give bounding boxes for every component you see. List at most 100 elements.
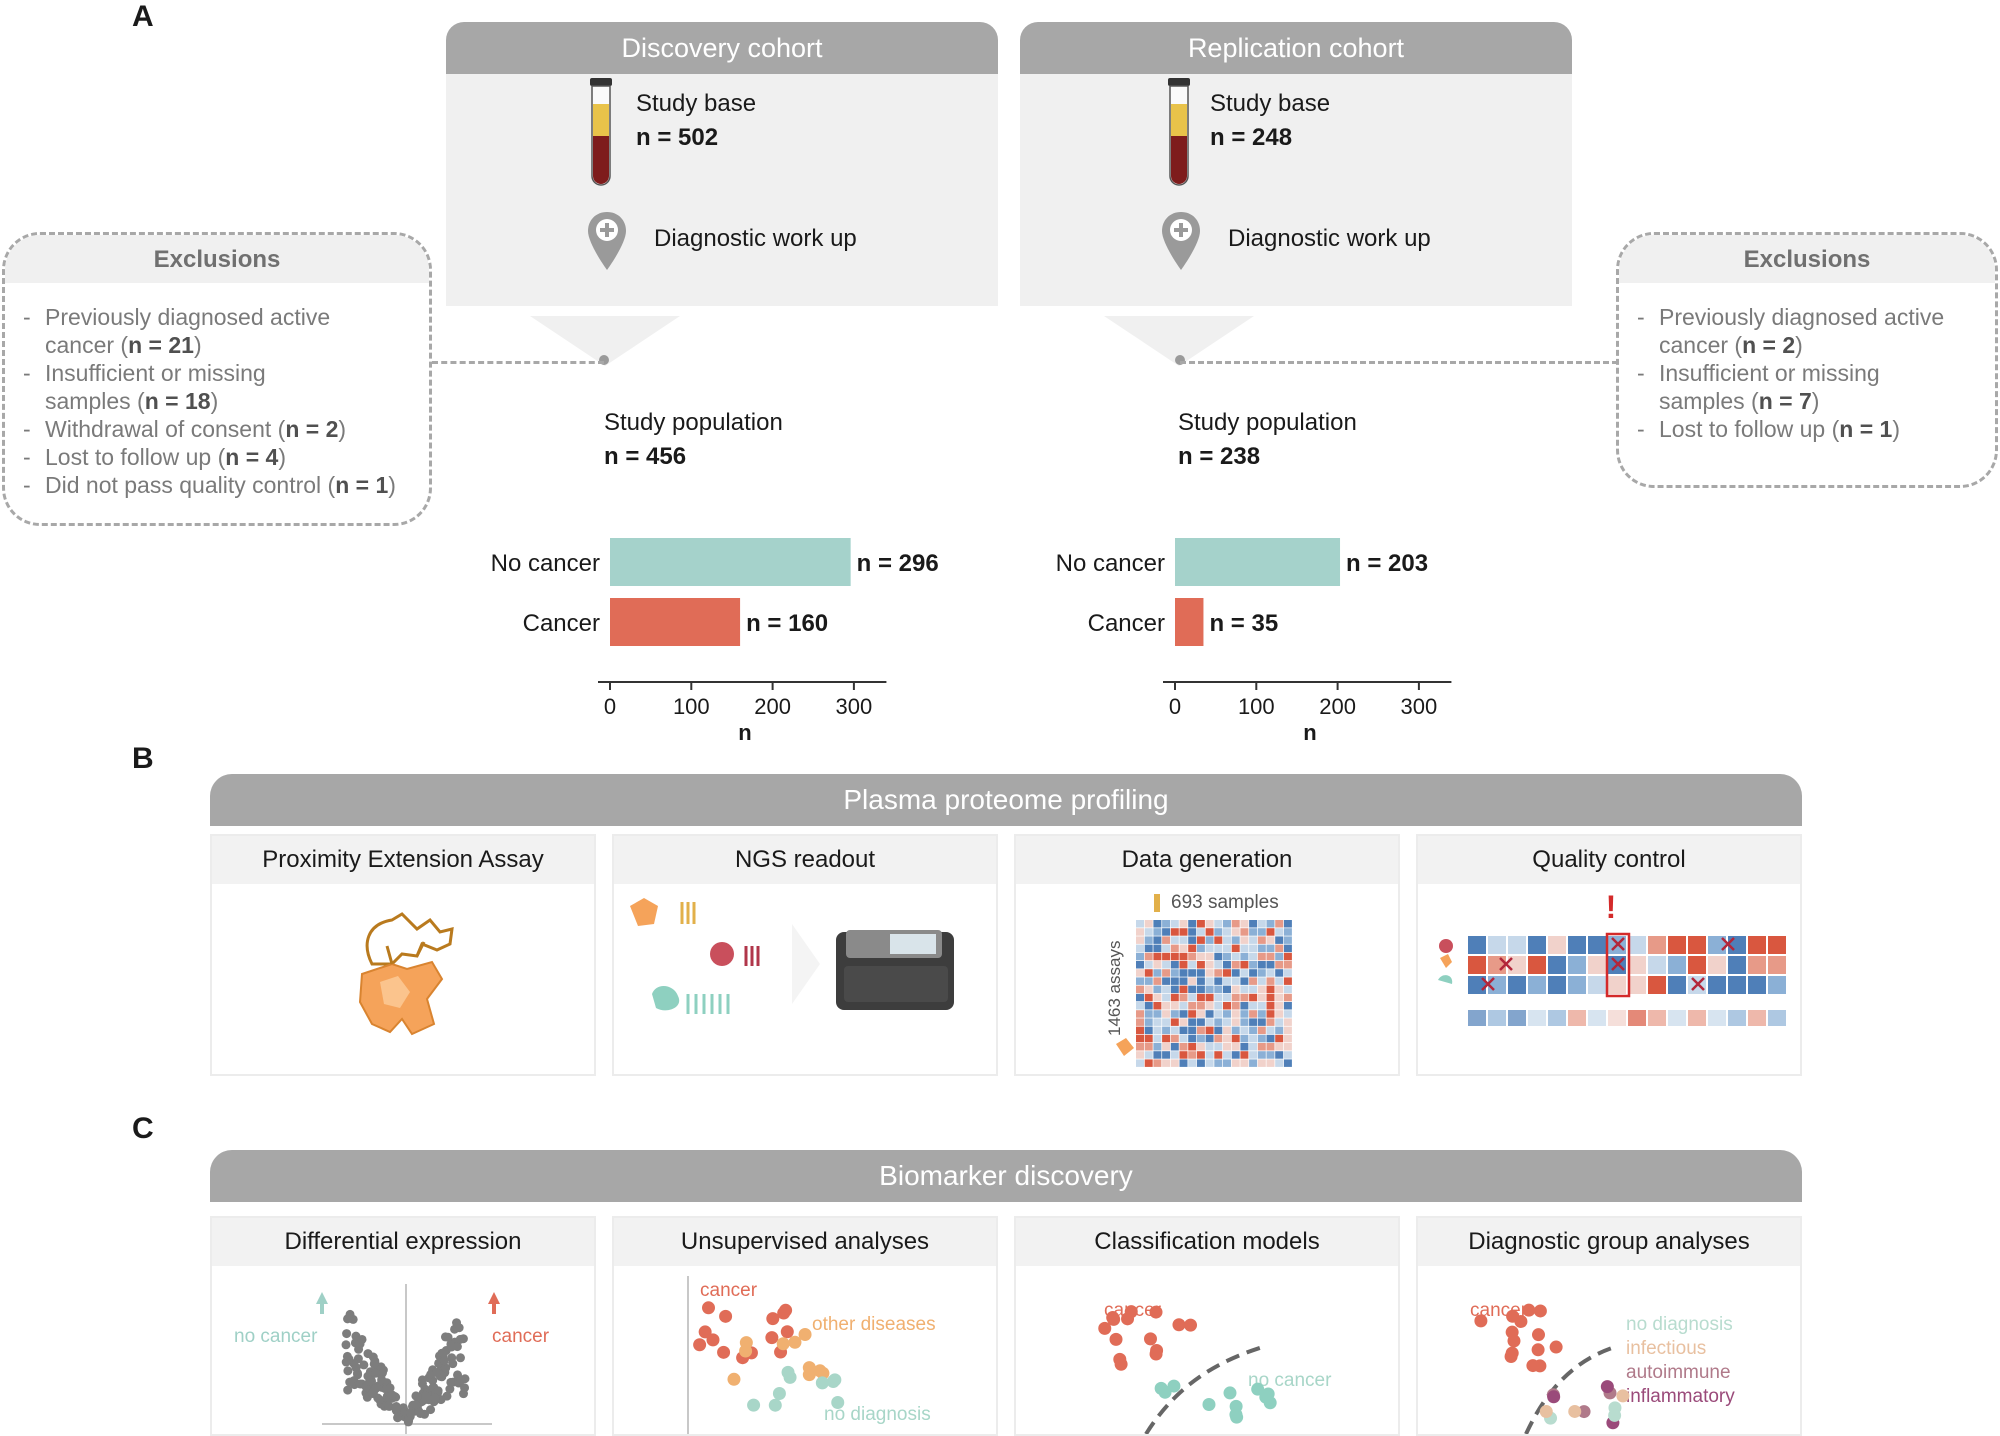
- heatmap-cell: [1266, 1026, 1275, 1035]
- heatmap-cell: [1240, 1034, 1249, 1043]
- card-unsupervised-analyses: Unsupervised analyses cancer other disea…: [612, 1216, 998, 1436]
- heatmap-cell: [1205, 961, 1214, 969]
- heatmap-cell: [1223, 1059, 1231, 1067]
- heatmap-cell: [1275, 977, 1284, 985]
- scatter-point: [433, 1386, 443, 1396]
- card-data-generation: Data generation 693 samples 1463 assays: [1014, 834, 1400, 1076]
- heatmap-cell: [1231, 1026, 1240, 1035]
- heatmap-cell: [1144, 1002, 1153, 1010]
- heatmap-cell: [1196, 936, 1205, 944]
- warning-icon: !: [1606, 889, 1617, 925]
- heatmap-cell: [1162, 969, 1171, 977]
- heatmap-cell: [1257, 1002, 1266, 1010]
- heatmap-cell: [1162, 936, 1171, 944]
- heatmap-cell: [1257, 920, 1266, 928]
- heatmap-cell: [1153, 977, 1162, 985]
- heatmap-cell: [1188, 1034, 1197, 1043]
- heatmap-cell: [1231, 985, 1240, 994]
- heatmap-cell: [1196, 1051, 1205, 1059]
- heatmap-cell: [1266, 985, 1275, 994]
- heatmap-cell: [1249, 1010, 1258, 1018]
- heatmap-cell: [1214, 1051, 1223, 1059]
- qc-cell: [1468, 1010, 1486, 1026]
- scatter-point: [1608, 1408, 1622, 1422]
- exclusion-item: cancer (n = 21): [45, 332, 202, 358]
- heatmap-cell: [1144, 944, 1153, 953]
- heatmap-cell: [1153, 1034, 1162, 1043]
- scatter-point: [779, 1303, 793, 1317]
- scatter-point: [1223, 1386, 1237, 1400]
- heatmap-cell: [1223, 1018, 1231, 1026]
- scatter-point: [717, 1345, 731, 1359]
- scatter-point: [813, 1364, 827, 1378]
- scatter-point: [802, 1368, 816, 1382]
- card-quality-control: Quality control !: [1416, 834, 1802, 1076]
- scatter-point: [391, 1403, 401, 1413]
- heatmap-cell: [1144, 1010, 1153, 1018]
- heatmap-cell: [1179, 944, 1188, 953]
- qc-cell: [1688, 956, 1706, 974]
- heatmap-cell: [1170, 920, 1179, 928]
- heatmap-cell: [1196, 1010, 1205, 1018]
- data-heatmap: 693 samples 1463 assays: [1105, 892, 1292, 1067]
- biomarker-discovery-header: Biomarker discovery: [210, 1150, 1802, 1202]
- heatmap-cell: [1144, 952, 1153, 961]
- heatmap-cell: [1266, 993, 1275, 1002]
- antibody-protein-icon: [358, 912, 454, 1036]
- heatmap-cell: [1170, 1059, 1179, 1067]
- scatter-point: [351, 1363, 361, 1373]
- heatmap-cell: [1153, 952, 1162, 961]
- exclusion-item: - Did not pass quality control (n = 1): [23, 472, 396, 498]
- heatmap-cell: [1205, 969, 1214, 977]
- flagged-sample-box: [1605, 932, 1631, 998]
- heatmap-cell: [1231, 928, 1240, 936]
- replication-exclusion-connector: [1180, 361, 1618, 364]
- qc-cell: [1608, 976, 1626, 994]
- qc-cell: [1468, 936, 1486, 954]
- heatmap-cell: [1257, 977, 1266, 985]
- heatmap-cell: [1136, 944, 1144, 953]
- heatmap-cell: [1257, 944, 1266, 953]
- scatter-point: [1533, 1304, 1547, 1318]
- heatmap-cell: [1136, 936, 1144, 944]
- qc-cell: [1648, 976, 1666, 994]
- heatmap-cell: [1153, 928, 1162, 936]
- heatmap-cell: [1249, 993, 1258, 1002]
- heatmap-cell: [1214, 1059, 1223, 1067]
- heatmap-cell: [1249, 928, 1258, 936]
- heatmap-cell: [1275, 1059, 1284, 1067]
- heatmap-cell: [1179, 936, 1188, 944]
- heatmap-cell: [1205, 1002, 1214, 1010]
- tick-label: 0: [1169, 694, 1181, 719]
- heatmap-cell: [1214, 1034, 1223, 1043]
- heatmap-cell: [1188, 1059, 1197, 1067]
- scatter-point: [368, 1389, 378, 1399]
- heatmap-cell: [1283, 1002, 1292, 1010]
- heatmap-cell: [1205, 952, 1214, 961]
- heatmap-cell: [1275, 1002, 1284, 1010]
- scatter-point: [369, 1359, 379, 1369]
- replication-study-base-n: n = 248: [1210, 124, 1293, 151]
- heatmap-cell: [1153, 1018, 1162, 1026]
- scatter-point: [815, 1376, 829, 1390]
- heatmap-cell: [1214, 928, 1223, 936]
- heatmap-cell: [1136, 1059, 1144, 1067]
- heatmap-cell: [1188, 1026, 1197, 1035]
- card-title: Data generation: [1016, 836, 1398, 884]
- card-title: Differential expression: [212, 1218, 594, 1266]
- qc-cell: [1588, 976, 1606, 994]
- scatter-point: [441, 1363, 451, 1373]
- heatmap-cell: [1205, 920, 1214, 928]
- replication-population-n: n = 238: [1178, 443, 1261, 470]
- qc-cell: [1548, 1010, 1566, 1026]
- scatter-point: [371, 1368, 381, 1378]
- heatmap-cell: [1240, 928, 1249, 936]
- scatter-point: [405, 1408, 415, 1418]
- heatmap-cell: [1240, 1043, 1249, 1051]
- heatmap-cell: [1136, 993, 1144, 1002]
- heatmap-cell: [1188, 920, 1197, 928]
- heatmap-cell: [1188, 993, 1197, 1002]
- heatmap-cell: [1188, 977, 1197, 985]
- heatmap-cell: [1283, 1034, 1292, 1043]
- heatmap-cell: [1170, 928, 1179, 936]
